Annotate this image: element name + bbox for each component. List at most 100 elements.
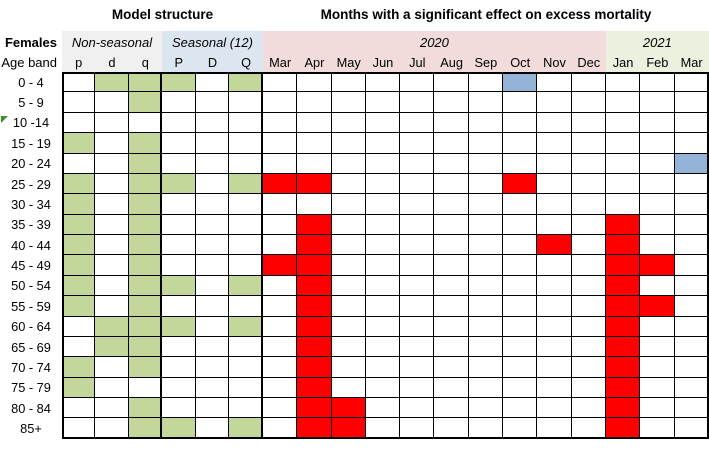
grid-cell [468, 398, 504, 419]
grid-cell [468, 153, 504, 174]
grid-cell [262, 398, 298, 419]
grid-cell [640, 194, 675, 215]
grid-cell [195, 133, 230, 154]
grid-cell [674, 153, 709, 174]
grid-cell [640, 296, 675, 317]
grid-cell [365, 92, 401, 113]
grid-cell [128, 398, 162, 419]
grid-cell [468, 418, 504, 439]
grid-cell [331, 398, 366, 419]
grid-cell [674, 275, 709, 297]
grid-cell [62, 377, 96, 398]
grid-cell [434, 316, 469, 337]
grid-cell [640, 255, 675, 276]
grid-cell [62, 255, 96, 276]
grid-cell [640, 72, 675, 93]
grid-cell [229, 214, 263, 235]
grid-cell [262, 275, 298, 297]
grid-cell [62, 418, 96, 439]
grid-cell [365, 316, 401, 337]
grid-cell [128, 112, 162, 134]
grid-cell [128, 336, 162, 358]
grid-cell [468, 92, 504, 113]
grid-cell [434, 173, 469, 195]
grid-cell [400, 72, 435, 93]
grid-cell [161, 377, 196, 398]
grid-cell [262, 357, 298, 378]
grid-cell [605, 336, 641, 358]
grid-cell [128, 316, 162, 337]
grid-cell [331, 336, 366, 358]
grid-cell [400, 255, 435, 276]
grid-cell [605, 173, 641, 195]
col-label-p: P [161, 53, 196, 72]
group-header-2021: 2021 [605, 31, 709, 53]
grid-cell [95, 398, 129, 419]
grid-cell [365, 398, 401, 419]
grid-cell [503, 255, 538, 276]
grid-cell [62, 275, 96, 297]
grid-cell [297, 275, 332, 297]
grid-cell [262, 153, 298, 174]
grid-cell [503, 153, 538, 174]
grid-cell [161, 357, 196, 378]
grid-cell [297, 92, 332, 113]
grid-cell [468, 173, 504, 195]
grid-cell [95, 194, 129, 215]
grid-cell [605, 214, 641, 235]
row-label-age-band: 25 - 29 [11, 176, 51, 192]
grid-cell [468, 235, 504, 256]
grid-cell [434, 255, 469, 276]
grid-cell [229, 316, 263, 337]
col-label-nov: Nov [537, 53, 572, 72]
row-label-age-band: 45 - 49 [11, 258, 51, 274]
grid-cell [400, 398, 435, 419]
grid-cell [297, 418, 332, 439]
grid-cell [195, 194, 230, 215]
grid-cell [62, 296, 96, 317]
grid-cell [605, 194, 641, 215]
grid-cell [571, 255, 606, 276]
grid-cell [128, 92, 162, 113]
grid-cell [195, 255, 230, 276]
grid-cell [400, 153, 435, 174]
col-label-p: p [62, 53, 96, 72]
grid-cell [229, 92, 263, 113]
grid-cell [571, 173, 606, 195]
grid-cell [95, 377, 129, 398]
grid-cell [262, 377, 298, 398]
grid-cell [161, 92, 196, 113]
grid-cell [365, 112, 401, 134]
grid-cell [297, 235, 332, 256]
grid-cell [161, 398, 196, 419]
grid-cell [161, 133, 196, 154]
grid-cell [537, 398, 572, 419]
grid-cell [503, 112, 538, 134]
row-label-age-band: 85+ [20, 421, 42, 437]
grid-cell [161, 275, 196, 297]
grid-cell [468, 214, 504, 235]
grid-cell [605, 296, 641, 317]
grid-cell [537, 255, 572, 276]
grid-cell [640, 133, 675, 154]
row-label-age-band: 20 - 24 [11, 156, 51, 172]
grid-cell [161, 153, 196, 174]
col-label-mar: Mar [674, 53, 709, 72]
grid-cell [331, 377, 366, 398]
grid-cell [161, 194, 196, 215]
grid-cell [262, 194, 298, 215]
grid-cell [262, 418, 298, 439]
grid-cell [571, 418, 606, 439]
row-label-age-band: 30 - 34 [11, 196, 51, 212]
grid-cell [674, 336, 709, 358]
grid-cell [161, 235, 196, 256]
grid-cell [62, 153, 96, 174]
grid-cell [503, 296, 538, 317]
grid-cell [95, 133, 129, 154]
grid-cell [537, 275, 572, 297]
grid-cell [161, 418, 196, 439]
grid-cell [229, 72, 263, 93]
grid-cell [503, 92, 538, 113]
grid-cell [537, 377, 572, 398]
row-label-age-band: 35 - 39 [11, 217, 51, 233]
